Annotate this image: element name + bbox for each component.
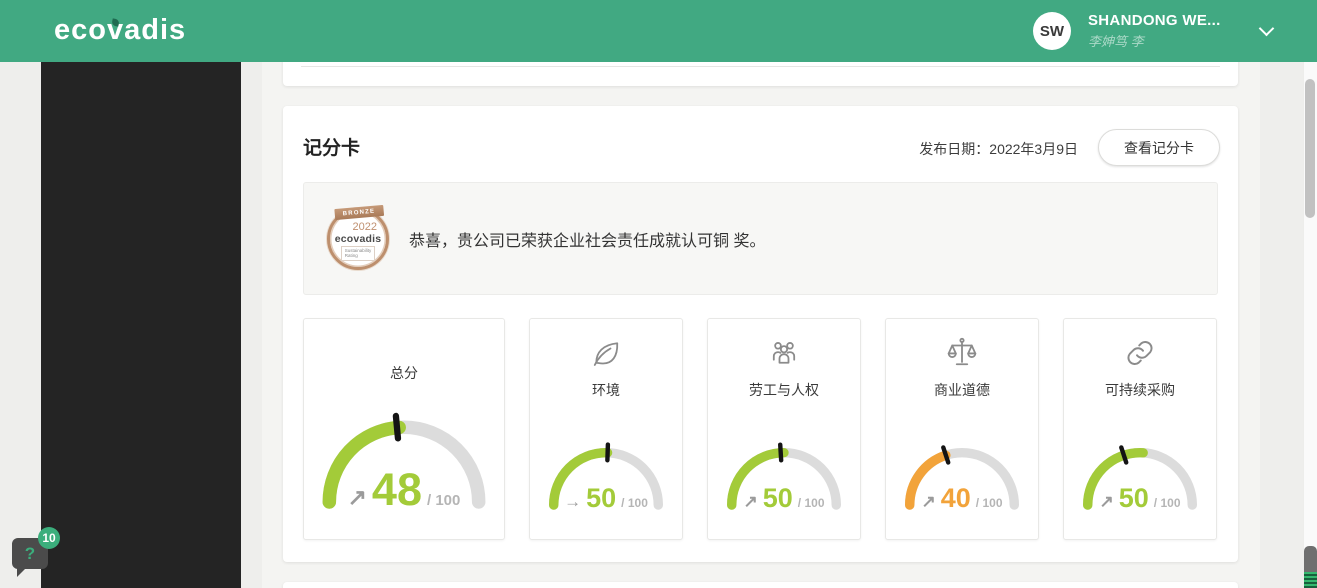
gauge: ↗ 40 / 100 [899, 442, 1025, 513]
score-value: 40 [940, 483, 971, 513]
user-company-name: SHANDONG WE... [1088, 12, 1221, 29]
gauge-row: 总分 ↗ 48 / 100 环境 → 50 [303, 318, 1218, 540]
chain-icon [1122, 334, 1158, 372]
trend-arrow-icon: ↗ [743, 492, 758, 511]
gauge-label: 可持续采购 [1105, 382, 1175, 398]
collapsed-dark-sidebar [41, 62, 241, 588]
award-banner: BRONZE 2022 ecovadis Sustainability Rati… [303, 182, 1218, 295]
avatar[interactable]: SW [1033, 12, 1071, 50]
people-icon [766, 334, 802, 372]
gauge-card: 环境 → 50 / 100 [529, 318, 683, 540]
view-scorecard-button[interactable]: 查看记分卡 [1098, 129, 1220, 166]
score-max: / 100 [975, 496, 1003, 510]
score-max: / 100 [797, 496, 825, 510]
bronze-medal-icon: BRONZE 2022 ecovadis Sustainability Rati… [326, 204, 392, 272]
medal-brand: ecovadis [334, 232, 382, 245]
gauge: ↗ 48 / 100 [314, 412, 494, 513]
gauge-needle [941, 445, 951, 466]
trend-arrow-icon: → [564, 492, 582, 511]
publish-date: 发布日期：2022年3月9日 [919, 141, 1078, 157]
leaf-icon [588, 334, 624, 372]
trend-arrow-icon: ↗ [347, 484, 367, 510]
score-max: / 100 [1153, 496, 1181, 510]
gauge-card: 劳工与人权 ↗ 50 / 100 [707, 318, 861, 540]
gauge-label: 劳工与人权 [749, 382, 819, 398]
question-mark-icon: ? [24, 543, 36, 563]
gauge-needle [392, 413, 402, 442]
gauge-label: 总分 [390, 365, 418, 381]
scales-icon [944, 334, 980, 372]
help-notification-badge: 10 [38, 527, 60, 549]
gauge: ↗ 50 / 100 [1077, 442, 1203, 513]
gauge-card: 可持续采购 ↗ 50 / 100 [1063, 318, 1217, 540]
score-max: / 100 [426, 492, 461, 509]
scorecard-section: 记分卡 发布日期：2022年3月9日 查看记分卡 BRONZE 2022 eco… [283, 106, 1238, 562]
gauge-needle [778, 442, 784, 463]
gauge-label: 环境 [592, 382, 620, 398]
chevron-down-icon[interactable] [1258, 20, 1275, 36]
gauge-needle [605, 442, 611, 463]
app-header: ecovadis SW SHANDONG WE... 李妽笃 李 [0, 0, 1317, 62]
medal-tagline: Sustainability Rating [340, 245, 376, 262]
medal-year: 2022 [352, 220, 377, 233]
gauge-needle [1119, 445, 1129, 466]
trend-arrow-icon: ↗ [1099, 492, 1114, 511]
award-message: 恭喜，贵公司已荣获企业社会责任成就认可铜 奖。 [409, 232, 766, 250]
trend-arrow-icon: ↗ [921, 492, 936, 511]
section-title: 记分卡 [303, 138, 361, 159]
user-subtitle: 李妽笃 李 [1088, 34, 1144, 49]
score-value: 50 [586, 483, 617, 513]
gauge-card: 商业道德 ↗ 40 / 100 [885, 318, 1039, 540]
divider [301, 66, 1220, 67]
user-menu[interactable]: SW SHANDONG WE... 李妽笃 李 [1033, 0, 1275, 62]
score-value: 50 [762, 483, 793, 513]
gauge-card: 总分 ↗ 48 / 100 [303, 318, 505, 540]
gauge-label: 商业道德 [934, 382, 990, 398]
scroll-marker-widget [1304, 546, 1317, 588]
gauge: → 50 / 100 [543, 442, 669, 513]
score-value: 50 [1118, 483, 1149, 513]
score-value: 48 [371, 464, 422, 515]
next-section-card [283, 582, 1238, 588]
gauge: ↗ 50 / 100 [721, 442, 847, 513]
scrollbar-thumb[interactable] [1305, 79, 1315, 218]
help-widget[interactable]: ? 10 [12, 527, 60, 577]
score-max: / 100 [621, 496, 648, 510]
ecovadis-logo: ecovadis [54, 14, 187, 46]
